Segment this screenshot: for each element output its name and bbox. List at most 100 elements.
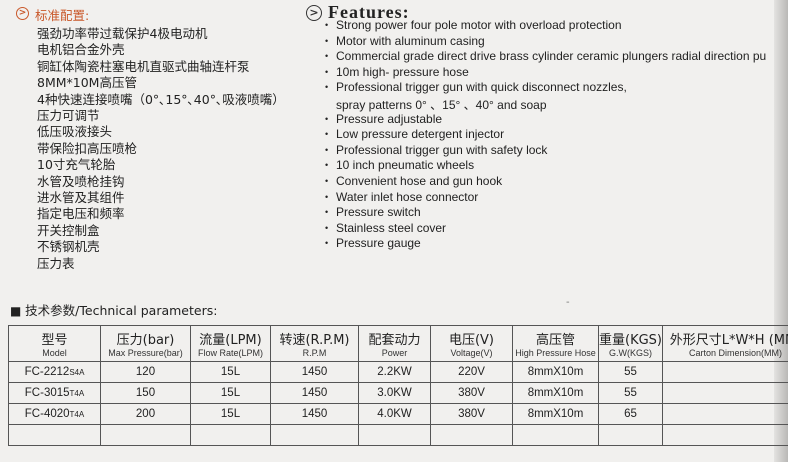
header-en: Carton Dimension(MM) bbox=[688, 348, 783, 358]
empty-cell bbox=[662, 424, 788, 446]
header-en: Model bbox=[42, 348, 67, 358]
empty-row bbox=[8, 424, 788, 446]
spec-table: 型号 Model 压力(bar) Max Pressure(bar) 流量(LPM) Fl… bbox=[8, 325, 788, 446]
header-en: Flow Rate(LPM) bbox=[197, 348, 263, 358]
data-cell: 2.2KW bbox=[358, 361, 431, 383]
config-item: 进水管及其组件 bbox=[37, 190, 125, 205]
config-item: 铜缸体陶瓷柱塞电机直驱式曲轴连杆泵 bbox=[37, 58, 250, 74]
model-cell: FC-3015T4A bbox=[8, 382, 101, 404]
model: FC-4020 bbox=[24, 408, 70, 420]
header-zh: 电压(V) bbox=[448, 333, 495, 348]
data-cell: 15L bbox=[190, 361, 271, 383]
empty-cell bbox=[512, 424, 599, 446]
data-cell: 200 bbox=[100, 403, 191, 425]
data-cell: 3.0KW bbox=[358, 382, 431, 404]
empty-cell bbox=[8, 424, 101, 446]
feature-item: 10 inch pneumatic wheels bbox=[336, 158, 475, 173]
bullet: • bbox=[325, 207, 329, 218]
data-cell: 55 bbox=[598, 361, 663, 383]
bullet: • bbox=[325, 238, 329, 249]
header-zh: 压力(bar) bbox=[116, 333, 175, 348]
bullet: • bbox=[325, 35, 329, 46]
header-zh: 外形尺寸L*W*H (MM) bbox=[669, 333, 788, 348]
config-item: 压力可调节 bbox=[37, 108, 100, 123]
config-item: 10寸充气轮胎 bbox=[37, 157, 116, 173]
model-suffix: T4A bbox=[69, 410, 85, 419]
header-cell: 外形尺寸L*W*H (MM)Carton Dimension(MM) bbox=[662, 325, 788, 362]
empty-cell bbox=[598, 424, 663, 446]
config-title: 标准配置: bbox=[35, 8, 90, 23]
bullet: • bbox=[325, 222, 329, 233]
data-cell: 55 bbox=[598, 382, 663, 404]
bullet: • bbox=[325, 160, 329, 171]
config-item: 开关控制盒 bbox=[37, 222, 100, 238]
header-en: Voltage(V) bbox=[450, 348, 493, 358]
header-cell: 重量(KGS) G.W(KGS) bbox=[598, 325, 663, 362]
header-zh: 转速(R.P.M) bbox=[279, 333, 350, 348]
bullet: • bbox=[325, 144, 329, 155]
empty-cell bbox=[270, 424, 359, 446]
empty-cell bbox=[358, 424, 431, 446]
feature-item: Commercial grade direct drive brass cyli… bbox=[336, 49, 767, 64]
features-title: Features: bbox=[328, 2, 410, 22]
data-row: FC-3015T4A 150 15L 1450 3.0KW 380V 8mmX10m 55 bbox=[8, 382, 788, 404]
bullet: • bbox=[325, 176, 329, 186]
arrow-icon: > bbox=[306, 5, 322, 21]
table-heading: ■ 技术参数/Technical parameters: bbox=[10, 303, 218, 318]
header-zh: 重量(KGS) bbox=[599, 333, 662, 348]
data-cell: 1450 bbox=[270, 403, 359, 425]
config-item: 水管及喷枪挂钩 bbox=[37, 173, 125, 189]
feature-item: Strong power four pole motor with overlo… bbox=[336, 18, 622, 32]
feature-item: Professional trigger gun with quick disc… bbox=[336, 80, 627, 95]
header-cell: 配套动力 Power bbox=[358, 325, 431, 362]
data-cell: 380V bbox=[430, 403, 513, 425]
model-cell: FC-4020T4A bbox=[8, 403, 101, 425]
config-item: 电机铝合金外壳 bbox=[37, 42, 125, 58]
data-row: FC-2212S4A 120 15L 1450 2.2KW 220V 8mmX10m 55 bbox=[8, 361, 788, 383]
header-zh: 型号 bbox=[41, 333, 68, 348]
header-en: High Pressure Hose bbox=[515, 348, 596, 358]
config-item: 指定电压和频率 bbox=[37, 206, 125, 222]
config-item: 低压吸液接头 bbox=[37, 124, 113, 140]
data-cell: 8mmX10m bbox=[512, 403, 599, 425]
empty-cell bbox=[662, 403, 788, 425]
feature-item: Pressure switch bbox=[336, 205, 421, 220]
bullet: • bbox=[325, 82, 329, 93]
feature-continuation: spray patterns 0° 、15° 、40° and soap bbox=[336, 98, 547, 112]
data-cell: 150 bbox=[100, 382, 191, 404]
bullet: • bbox=[325, 20, 329, 30]
data-cell: 1450 bbox=[270, 361, 359, 383]
header-zh: 配套动力 bbox=[368, 333, 421, 348]
header-en: R.P.M bbox=[302, 348, 327, 358]
header-cell: 流量(LPM) Flow Rate(LPM) bbox=[190, 325, 271, 362]
header-cell: 高压管 High Pressure Hose bbox=[512, 325, 599, 362]
data-cell: 4.0KW bbox=[358, 403, 431, 425]
data-cell: 120 bbox=[100, 361, 191, 383]
feature-item: Low pressure detergent injector bbox=[336, 127, 505, 142]
data-row: FC-4020T4A 200 15L 1450 4.0KW 380V 8mmX10m 65 bbox=[8, 403, 788, 425]
empty-cell bbox=[100, 424, 191, 446]
model-suffix: T4A bbox=[69, 389, 85, 398]
bullet: • bbox=[325, 51, 329, 62]
model: FC-3015 bbox=[24, 387, 70, 399]
model-suffix: S4A bbox=[69, 368, 85, 377]
config-item: 8MM*10M高压管 bbox=[37, 75, 137, 91]
config-item: 4种快速连接喷嘴（0°､15°､40°､吸液喷嘴） bbox=[37, 91, 285, 107]
data-cell: 8mmX10m bbox=[512, 382, 599, 404]
feature-item: Stainless steel cover bbox=[336, 220, 447, 235]
header-zh: 流量(LPM) bbox=[199, 333, 262, 348]
header-en: Max Pressure(bar) bbox=[108, 348, 183, 358]
bullet: • bbox=[325, 191, 329, 202]
header-en: G.W(KGS) bbox=[609, 348, 652, 358]
model: FC-2212 bbox=[24, 366, 70, 378]
bullet: • bbox=[325, 66, 329, 77]
header-zh: 高压管 bbox=[535, 333, 575, 348]
mark: - bbox=[566, 297, 570, 308]
bullet: • bbox=[325, 113, 329, 124]
empty-cell bbox=[190, 424, 271, 446]
feature-item: Convenient hose and gun hook bbox=[336, 174, 503, 188]
data-cell: 1450 bbox=[270, 382, 359, 404]
header-en: Power bbox=[381, 348, 408, 358]
empty-cell bbox=[430, 424, 513, 446]
